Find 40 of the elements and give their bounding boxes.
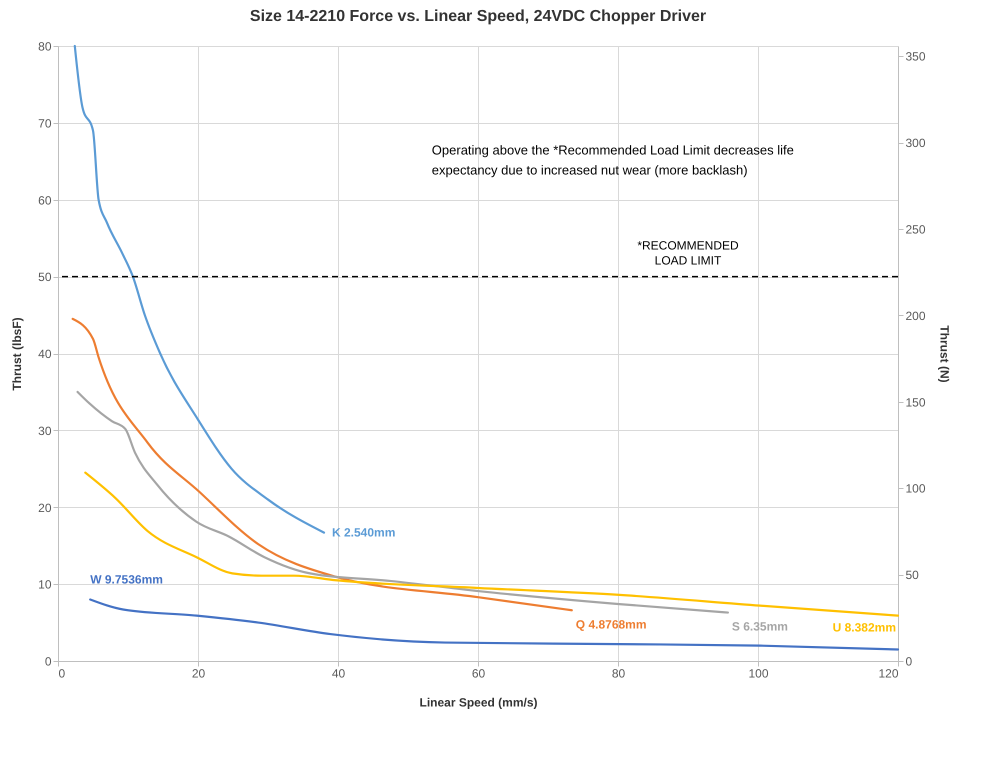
y2-tick-label: 0 bbox=[906, 654, 912, 668]
series-label: W 9.7536mm bbox=[90, 572, 163, 586]
y-tick-label: 60 bbox=[38, 193, 52, 208]
y2-tick-label: 100 bbox=[906, 482, 926, 496]
x-tick-label: 120 bbox=[878, 666, 899, 680]
y2-tick-label: 300 bbox=[906, 136, 926, 150]
y-tick-label: 70 bbox=[38, 116, 52, 130]
line-series bbox=[72, 318, 573, 612]
y-tick-label: 80 bbox=[38, 40, 52, 54]
y-tick-label: 40 bbox=[38, 347, 52, 361]
x-tick-label: 60 bbox=[472, 666, 486, 680]
y-tick-label: 30 bbox=[38, 424, 52, 438]
y2-tick-label: 350 bbox=[906, 50, 926, 64]
annotation: Operating above the *Recommended Load Limit decreases life expectancy due to increased nut wear (more backlash) bbox=[432, 142, 794, 178]
y-tick-label: 10 bbox=[38, 578, 52, 592]
x-tick-label: 40 bbox=[332, 666, 346, 680]
y2-tick-label: 150 bbox=[906, 395, 926, 410]
y-tick-label: 50 bbox=[38, 270, 52, 284]
line-series bbox=[76, 390, 729, 614]
y2-axis-title: Thrust (N) bbox=[938, 325, 952, 383]
series-label: K 2.540mm bbox=[332, 526, 396, 540]
y2-tick-label: 250 bbox=[906, 222, 926, 236]
y-tick-label: 0 bbox=[44, 654, 52, 668]
x-axis-title: Linear Speed (mm/s) bbox=[419, 696, 538, 710]
y-tick-label: 20 bbox=[38, 500, 52, 515]
y2-tick-label: 200 bbox=[906, 308, 926, 323]
series-label: Q 4.8768mm bbox=[576, 617, 647, 632]
series-label: S 6.35mm bbox=[732, 620, 788, 634]
y2-tick-label: 50 bbox=[906, 568, 920, 582]
x-tick-label: 0 bbox=[58, 666, 66, 680]
chart-title: Size 14-2210 Force vs. Linear Speed, 24VDC Chopper Driver bbox=[250, 8, 706, 25]
x-tick-label: 100 bbox=[748, 666, 769, 680]
x-tick-label: 20 bbox=[192, 666, 206, 680]
line-series bbox=[89, 598, 900, 651]
y-axis-title: Thrust (lbsF) bbox=[10, 317, 24, 391]
x-tick-label: 80 bbox=[612, 666, 626, 680]
ref-line-label: *RECOMMENDED LOAD LIMIT bbox=[637, 238, 739, 268]
line-series bbox=[74, 44, 326, 534]
series-label: U 8.382mm bbox=[832, 620, 896, 635]
line-series bbox=[84, 472, 900, 617]
